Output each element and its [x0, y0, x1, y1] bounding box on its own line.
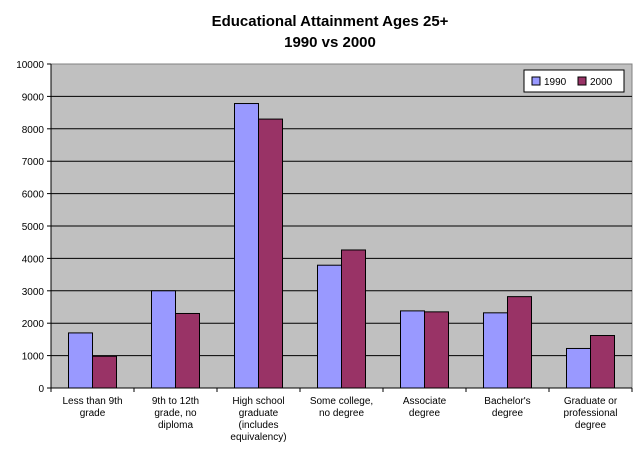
y-tick-label: 4000 — [22, 254, 45, 265]
x-category-label-line: Graduate or — [564, 396, 618, 407]
chart-subtitle: 1990 vs 2000 — [284, 34, 376, 51]
bar-2000-1 — [175, 312, 200, 389]
y-tick-label: 2000 — [22, 319, 45, 330]
x-category-label-line: Bachelor's — [484, 396, 530, 407]
x-category-label-line: degree — [575, 420, 607, 431]
bar-2000-3 — [341, 249, 366, 389]
legend-label: 2000 — [590, 77, 613, 88]
x-category-label: Less than 9th grade — [62, 396, 122, 419]
y-tick-label: 1000 — [22, 352, 45, 363]
bar-1990-5 — [483, 312, 508, 389]
y-tick-label: 8000 — [22, 125, 45, 136]
bar-1990-3 — [317, 264, 342, 389]
x-category-label-line: Associate — [403, 396, 447, 407]
y-tick-label: 7000 — [22, 157, 45, 168]
bar-2000-6 — [590, 335, 615, 389]
x-category-label-line: equivalency) — [230, 432, 286, 443]
y-tick-label: 9000 — [22, 92, 45, 103]
x-category-label-line: degree — [409, 408, 441, 419]
x-category-label-line: grade — [80, 408, 106, 419]
y-tick-label: 0 — [38, 384, 44, 395]
legend-swatch-2000 — [577, 76, 587, 86]
bar-1990-4 — [400, 310, 425, 389]
x-category-label-line: Less than 9th — [62, 396, 122, 407]
x-category-label: Graduate or professional degree — [564, 396, 618, 431]
x-category-label-line: diploma — [158, 420, 193, 431]
x-category-label-line: 9th to 12th — [152, 396, 199, 407]
x-category-label-line: Some college, — [310, 396, 373, 407]
x-category-label: Associate degree — [403, 396, 447, 419]
bar-2000-5 — [507, 296, 532, 389]
y-tick-label: 5000 — [22, 222, 45, 233]
bar-1990-1 — [151, 290, 176, 389]
y-tick-label: 10000 — [16, 60, 44, 71]
bar-1990-6 — [566, 347, 591, 389]
legend-box — [523, 69, 625, 93]
bar-2000-0 — [92, 355, 117, 389]
x-category-label: Some college, no degree — [310, 396, 373, 419]
bar-1990-0 — [68, 332, 93, 389]
x-category-label-line: (includes — [238, 420, 278, 431]
x-category-label: High school graduate (includes equivalency) — [230, 396, 286, 443]
legend-swatch-1990 — [531, 76, 541, 86]
y-tick-label: 6000 — [22, 190, 45, 201]
x-category-label-line: High school — [232, 396, 284, 407]
legend-label: 1990 — [544, 77, 567, 88]
x-category-label-line: professional — [564, 408, 618, 419]
plot-area: 0 1000 2000 3000 4000 5000 6000 7000 8000 9000 100… — [16, 60, 633, 443]
bar-1990-2 — [234, 103, 259, 389]
x-category-label-line: degree — [492, 408, 524, 419]
chart-title: Educational Attainment Ages 25+ — [212, 13, 449, 30]
legend: 1990 2000 — [523, 69, 625, 93]
x-category-label-line: no degree — [319, 408, 364, 419]
x-category-label: Bachelor's degree — [484, 396, 530, 419]
x-category-label: 9th to 12th grade, no diploma — [152, 396, 199, 431]
bar-2000-2 — [258, 118, 283, 389]
x-category-label-line: grade, no — [154, 408, 197, 419]
bar-2000-4 — [424, 311, 449, 389]
y-tick-label: 3000 — [22, 287, 45, 298]
x-category-label-line: graduate — [239, 408, 279, 419]
